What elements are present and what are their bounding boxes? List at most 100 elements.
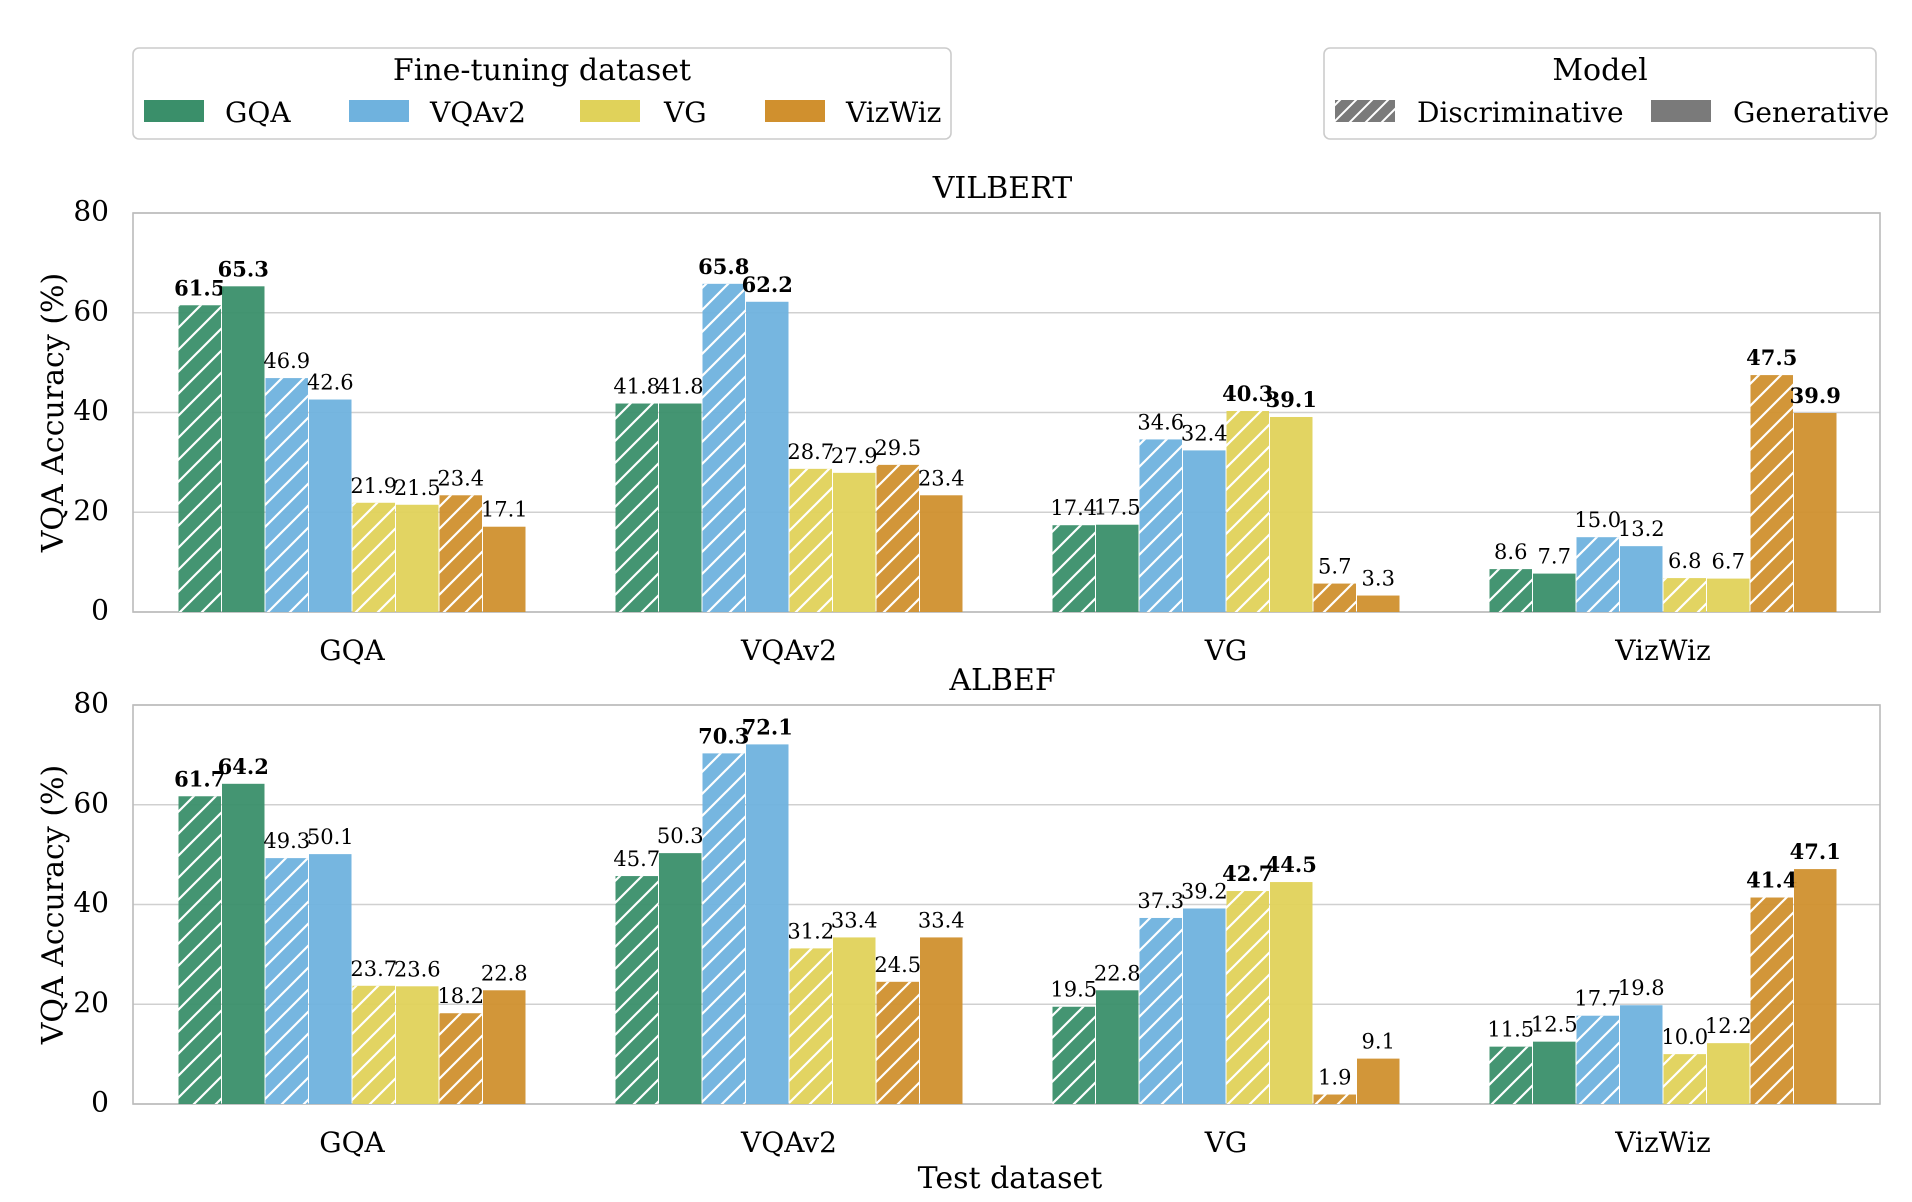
y-tick-label: 20 <box>73 494 109 527</box>
bar-value-label: 6.7 <box>1712 550 1745 574</box>
bar-value-label: 33.4 <box>918 908 965 932</box>
bar <box>1533 573 1576 612</box>
x-tick-label: VG <box>1204 1126 1248 1159</box>
bar-value-label: 40.3 <box>1222 381 1273 406</box>
bar-hatch <box>615 403 658 612</box>
bar-value-label: 23.6 <box>394 957 441 981</box>
bar-value-label: 8.6 <box>1494 540 1527 564</box>
bar-value-label: 18.2 <box>437 984 484 1008</box>
y-tick-label: 40 <box>73 394 109 427</box>
bar-value-label: 27.9 <box>831 444 878 468</box>
bar-value-label: 49.3 <box>263 829 310 853</box>
bar-value-label: 3.3 <box>1362 567 1395 591</box>
y-axis-title: VQA Accuracy (%) <box>36 765 71 1045</box>
bar-hatch <box>876 464 919 612</box>
bar <box>833 937 876 1104</box>
bar-hatch <box>1750 897 1793 1104</box>
bar-hatch <box>178 796 221 1104</box>
bar <box>222 286 265 612</box>
bar-value-label: 45.7 <box>613 847 660 871</box>
bar-value-label: 13.2 <box>1618 517 1665 541</box>
bar-value-label: 34.6 <box>1137 410 1184 434</box>
bar-value-label: 39.1 <box>1266 387 1317 412</box>
bar-value-label: 12.2 <box>1705 1014 1752 1038</box>
bar-value-label: 41.4 <box>1746 868 1797 893</box>
y-tick-label: 40 <box>73 886 109 919</box>
bar-value-label: 50.3 <box>657 824 704 848</box>
bar-hatch <box>265 858 308 1104</box>
bar-value-label: 41.8 <box>657 375 704 399</box>
bar <box>1620 546 1663 612</box>
bar <box>1270 416 1313 612</box>
bar <box>746 744 789 1104</box>
legend-label-gqa: GQA <box>225 96 291 129</box>
legend-finetune-item-gqa: GQA <box>144 96 291 129</box>
bar-value-label: 47.1 <box>1790 839 1841 864</box>
bar <box>396 986 439 1104</box>
plot-frame <box>132 704 1881 1105</box>
panel-title: VILBERT <box>932 171 1072 206</box>
bar-value-label: 1.9 <box>1318 1066 1351 1090</box>
bar-value-label: 62.2 <box>742 272 793 297</box>
bar-hatch <box>1576 537 1619 612</box>
legend-swatch-vqav2 <box>349 100 409 122</box>
panel-title: ALBEF <box>948 663 1055 698</box>
bar <box>833 472 876 612</box>
bar-value-label: 11.5 <box>1487 1018 1534 1042</box>
bar-value-label: 65.3 <box>218 256 269 281</box>
bar-hatch <box>615 876 658 1104</box>
bar <box>309 854 352 1104</box>
bar-value-label: 29.5 <box>874 436 921 460</box>
y-tick-label: 60 <box>73 294 109 327</box>
bar-hatch <box>1489 569 1532 612</box>
legend-model: Model Discriminative Generative <box>1323 47 1889 140</box>
bar-value-label: 39.9 <box>1790 383 1841 408</box>
bar-value-label: 12.5 <box>1531 1013 1578 1037</box>
bar-hatch <box>1663 1054 1706 1104</box>
panel-albef: 0 20 40 60 80 ALBEF VQA Accuracy (%) GQA VQAv2 VG… <box>36 663 1881 1159</box>
bar-value-label: 19.8 <box>1618 976 1665 1000</box>
bar-hatch <box>876 981 919 1104</box>
bar-hatch <box>178 305 221 612</box>
bar <box>309 399 352 612</box>
bar-value-label: 46.9 <box>263 349 310 373</box>
bar-value-label: 41.8 <box>613 375 660 399</box>
legend-label-discriminative: Discriminative <box>1417 96 1624 129</box>
bar-value-label: 19.5 <box>1050 978 1097 1002</box>
legend-swatch-gqa <box>144 100 204 122</box>
bar-value-label: 44.5 <box>1266 852 1317 877</box>
legend-swatch-vizwiz <box>765 100 825 122</box>
legend-finetune-item-vg: VG <box>580 96 707 129</box>
panel-vilbert: 0 20 40 60 80 VILBERT VQA Accuracy (%) GQA VQAv2… <box>36 171 1881 667</box>
bar-hatch <box>789 948 832 1104</box>
bar-hatch <box>1663 578 1706 612</box>
bar <box>396 504 439 612</box>
bar-value-label: 17.1 <box>481 498 528 522</box>
bar <box>920 495 963 612</box>
bar-value-label: 21.5 <box>394 476 441 500</box>
legend-model-frame <box>1323 47 1877 140</box>
legend-finetune-frame <box>132 47 952 140</box>
legend-model-item-generative: Generative <box>1651 96 1889 129</box>
bar <box>1183 908 1226 1104</box>
bar-value-label: 42.7 <box>1222 861 1273 886</box>
bar-value-label: 6.8 <box>1668 549 1701 573</box>
x-tick-label: VG <box>1204 634 1248 667</box>
bar-value-label: 21.9 <box>350 474 397 498</box>
bar-hatch <box>1576 1015 1619 1104</box>
bar-value-label: 24.5 <box>874 953 921 977</box>
bar-value-label: 70.3 <box>698 723 749 748</box>
bar-value-label: 61.7 <box>174 766 225 791</box>
legend-finetune-item-vqav2: VQAv2 <box>349 96 526 129</box>
bar-value-label: 47.5 <box>1746 345 1797 370</box>
bar-hatch <box>1489 1046 1532 1104</box>
x-axis-title: Test dataset <box>918 1161 1103 1196</box>
bar-value-label: 22.8 <box>1094 961 1141 985</box>
bar-hatch <box>789 468 832 612</box>
bar-value-label: 23.4 <box>918 466 965 490</box>
bar-value-label: 31.2 <box>787 919 834 943</box>
legend-label-generative: Generative <box>1733 96 1889 129</box>
legend-label-vg: VG <box>663 96 707 129</box>
bar-hatch <box>439 1013 482 1104</box>
x-tick-label: GQA <box>319 634 385 667</box>
